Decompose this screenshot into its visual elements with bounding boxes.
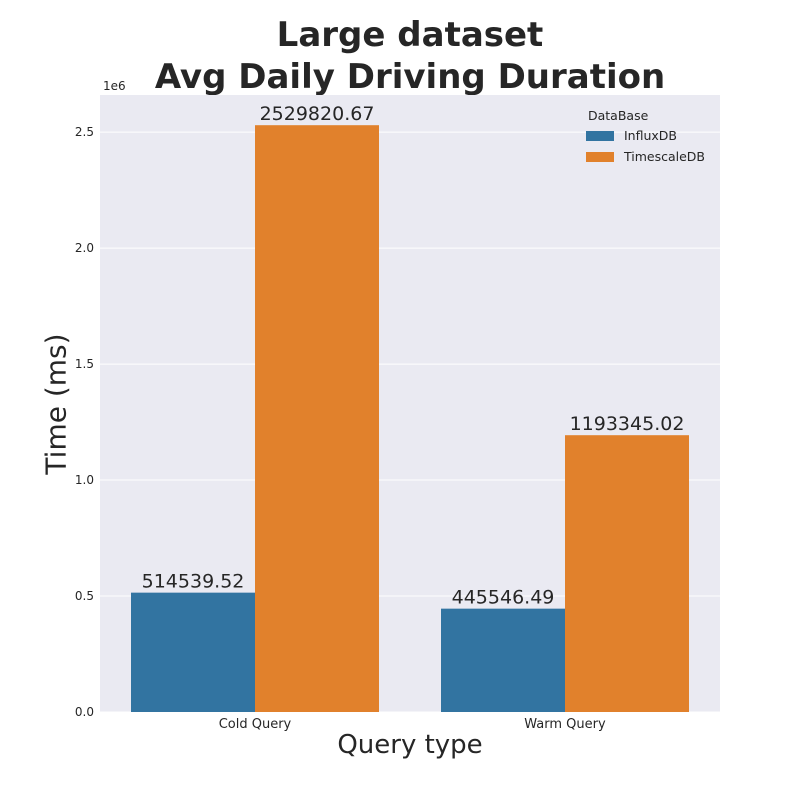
y-axis-label: Time (ms) [39, 333, 73, 475]
legend-swatch-influxdb [586, 130, 614, 141]
bar-influxdb-warm-query [441, 608, 565, 712]
bar-labels: 514539.52 2529820.67 445546.49 1193345.02 [142, 103, 685, 608]
y-tick-label: 0.0 [75, 705, 94, 719]
y-axis-ticks: 0.0 0.5 1.0 1.5 2.0 2.5 [75, 125, 94, 719]
y-tick-label: 1.0 [75, 473, 94, 487]
chart-title-line1: Large dataset [276, 15, 544, 55]
x-tick-label: Warm Query [524, 717, 606, 732]
legend-label-timescaledb: TimescaleDB [624, 149, 705, 164]
x-tick-label: Cold Query [219, 717, 292, 732]
bar-value-label: 1193345.02 [570, 413, 685, 435]
x-axis-label: Query type [337, 730, 483, 760]
bar-influxdb-cold-query [131, 592, 255, 712]
bar-timescaledb-cold-query [255, 125, 379, 712]
bar-value-label: 2529820.67 [260, 103, 375, 125]
legend-title: DataBase [588, 108, 649, 123]
legend-swatch-timescaledb [586, 151, 614, 162]
y-tick-label: 1.5 [75, 357, 94, 371]
bar-timescaledb-warm-query [565, 435, 689, 712]
y-tick-label: 0.5 [75, 589, 94, 603]
x-axis-ticks: Cold Query Warm Query [219, 717, 606, 732]
legend-item-influxdb: InfluxDB [586, 128, 677, 143]
bar-value-label: 445546.49 [452, 587, 555, 609]
y-tick-label: 2.5 [75, 125, 94, 139]
legend-item-timescaledb: TimescaleDB [586, 149, 705, 164]
legend-label-influxdb: InfluxDB [624, 128, 678, 143]
bars [131, 125, 689, 712]
bar-value-label: 514539.52 [142, 571, 245, 593]
y-tick-label: 2.0 [75, 241, 94, 255]
chart-title-line2: Avg Daily Driving Duration [154, 57, 666, 97]
y-axis-offset-label: 1e6 [103, 79, 126, 93]
